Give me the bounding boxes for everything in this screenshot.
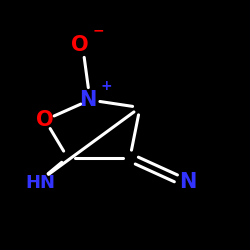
Text: +: + (100, 79, 112, 93)
Text: −: − (93, 23, 104, 37)
Text: HN: HN (25, 174, 55, 192)
Text: N: N (179, 172, 196, 193)
Text: O: O (71, 35, 89, 55)
Text: O: O (36, 110, 54, 130)
Text: N: N (79, 90, 96, 110)
